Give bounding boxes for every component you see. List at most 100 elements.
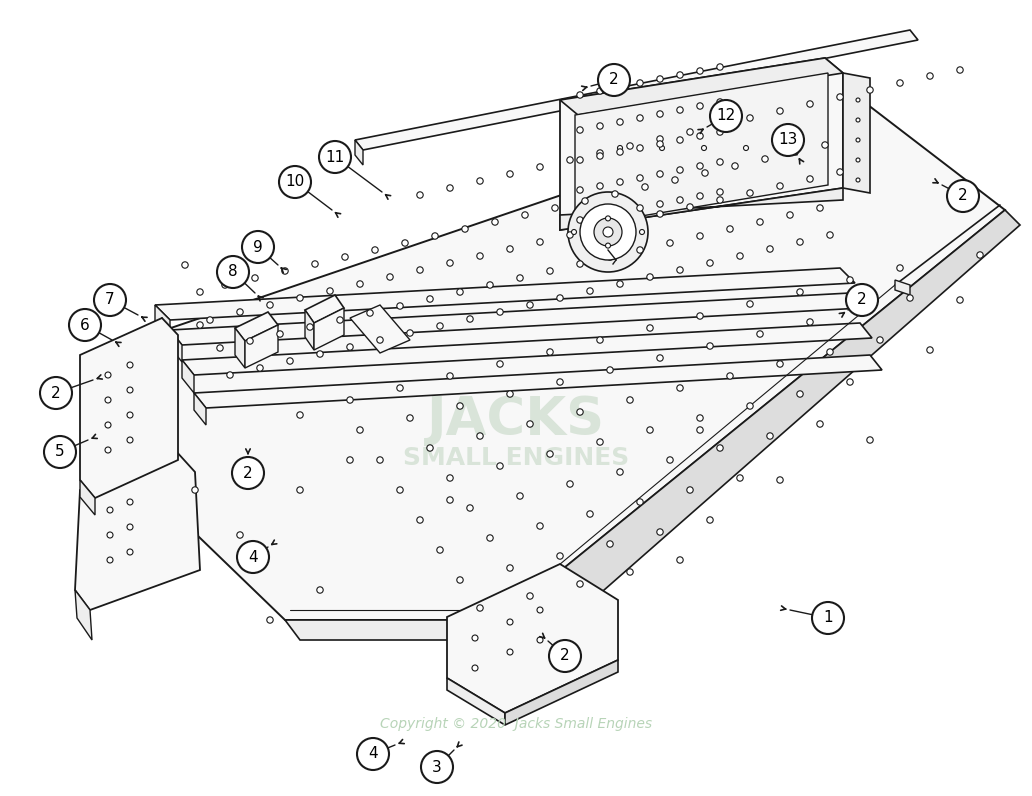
Text: 2: 2 (958, 189, 968, 204)
Circle shape (656, 529, 664, 535)
Circle shape (232, 457, 264, 489)
Polygon shape (305, 295, 344, 323)
Text: 2: 2 (858, 292, 867, 307)
Polygon shape (447, 678, 505, 725)
Polygon shape (75, 450, 200, 610)
Circle shape (637, 499, 643, 505)
Polygon shape (355, 140, 363, 165)
Circle shape (927, 347, 933, 353)
Circle shape (697, 133, 703, 139)
Circle shape (659, 146, 665, 150)
Polygon shape (140, 95, 1005, 620)
Circle shape (547, 267, 553, 274)
Circle shape (236, 532, 244, 538)
Circle shape (192, 487, 198, 494)
Circle shape (127, 437, 133, 443)
Circle shape (617, 281, 623, 287)
Circle shape (837, 169, 843, 175)
Circle shape (297, 487, 303, 494)
Circle shape (856, 158, 860, 162)
Circle shape (687, 204, 694, 210)
Circle shape (496, 462, 504, 469)
Circle shape (507, 171, 513, 178)
Circle shape (598, 64, 630, 96)
Circle shape (642, 184, 648, 190)
Circle shape (762, 156, 768, 162)
Circle shape (856, 138, 860, 142)
Circle shape (377, 337, 383, 343)
Circle shape (437, 323, 443, 330)
Circle shape (792, 149, 798, 155)
Circle shape (606, 216, 611, 221)
Circle shape (756, 331, 764, 338)
Circle shape (572, 229, 577, 235)
Circle shape (647, 325, 653, 331)
Circle shape (237, 541, 269, 573)
Circle shape (317, 351, 323, 357)
Circle shape (607, 367, 613, 373)
Circle shape (821, 142, 829, 148)
Circle shape (537, 164, 543, 170)
Circle shape (105, 397, 111, 403)
Circle shape (396, 302, 404, 309)
Circle shape (594, 218, 622, 246)
Circle shape (317, 587, 323, 593)
Circle shape (582, 197, 588, 205)
Circle shape (557, 295, 563, 301)
Circle shape (417, 517, 423, 523)
Circle shape (846, 284, 878, 316)
Polygon shape (843, 73, 870, 193)
Circle shape (785, 146, 791, 150)
Circle shape (717, 189, 723, 195)
Polygon shape (155, 305, 170, 340)
Circle shape (342, 254, 348, 260)
Circle shape (747, 301, 753, 307)
Circle shape (437, 547, 443, 553)
Circle shape (656, 171, 664, 178)
Text: 10: 10 (286, 174, 304, 189)
Circle shape (667, 240, 673, 246)
Circle shape (107, 557, 112, 563)
Circle shape (656, 211, 664, 217)
Circle shape (487, 282, 493, 288)
Polygon shape (194, 393, 206, 425)
Circle shape (667, 457, 673, 463)
Circle shape (447, 497, 453, 503)
Text: 4: 4 (248, 549, 258, 564)
Circle shape (747, 403, 753, 409)
Circle shape (827, 232, 833, 238)
Polygon shape (182, 360, 194, 393)
Circle shape (717, 445, 723, 451)
Circle shape (507, 565, 513, 572)
Circle shape (557, 552, 563, 560)
Polygon shape (235, 312, 278, 341)
Circle shape (567, 232, 573, 238)
Circle shape (347, 457, 353, 463)
Circle shape (217, 345, 223, 351)
Circle shape (626, 218, 634, 224)
Circle shape (222, 282, 228, 288)
Circle shape (717, 158, 723, 166)
Circle shape (580, 204, 636, 260)
Circle shape (747, 115, 753, 121)
Circle shape (777, 477, 783, 483)
Circle shape (596, 439, 603, 445)
Circle shape (587, 288, 593, 295)
Text: JACKS: JACKS (427, 394, 605, 446)
Circle shape (847, 277, 853, 283)
Circle shape (577, 261, 583, 267)
Circle shape (537, 523, 543, 529)
Circle shape (466, 316, 474, 322)
Polygon shape (314, 308, 344, 350)
Circle shape (656, 355, 664, 361)
Circle shape (737, 474, 743, 482)
Circle shape (697, 163, 703, 170)
Circle shape (677, 267, 683, 273)
Circle shape (547, 349, 553, 355)
Text: 3: 3 (432, 759, 442, 775)
Circle shape (702, 146, 707, 150)
Circle shape (549, 640, 581, 672)
Polygon shape (305, 310, 314, 350)
Polygon shape (505, 660, 618, 725)
Circle shape (407, 330, 413, 336)
